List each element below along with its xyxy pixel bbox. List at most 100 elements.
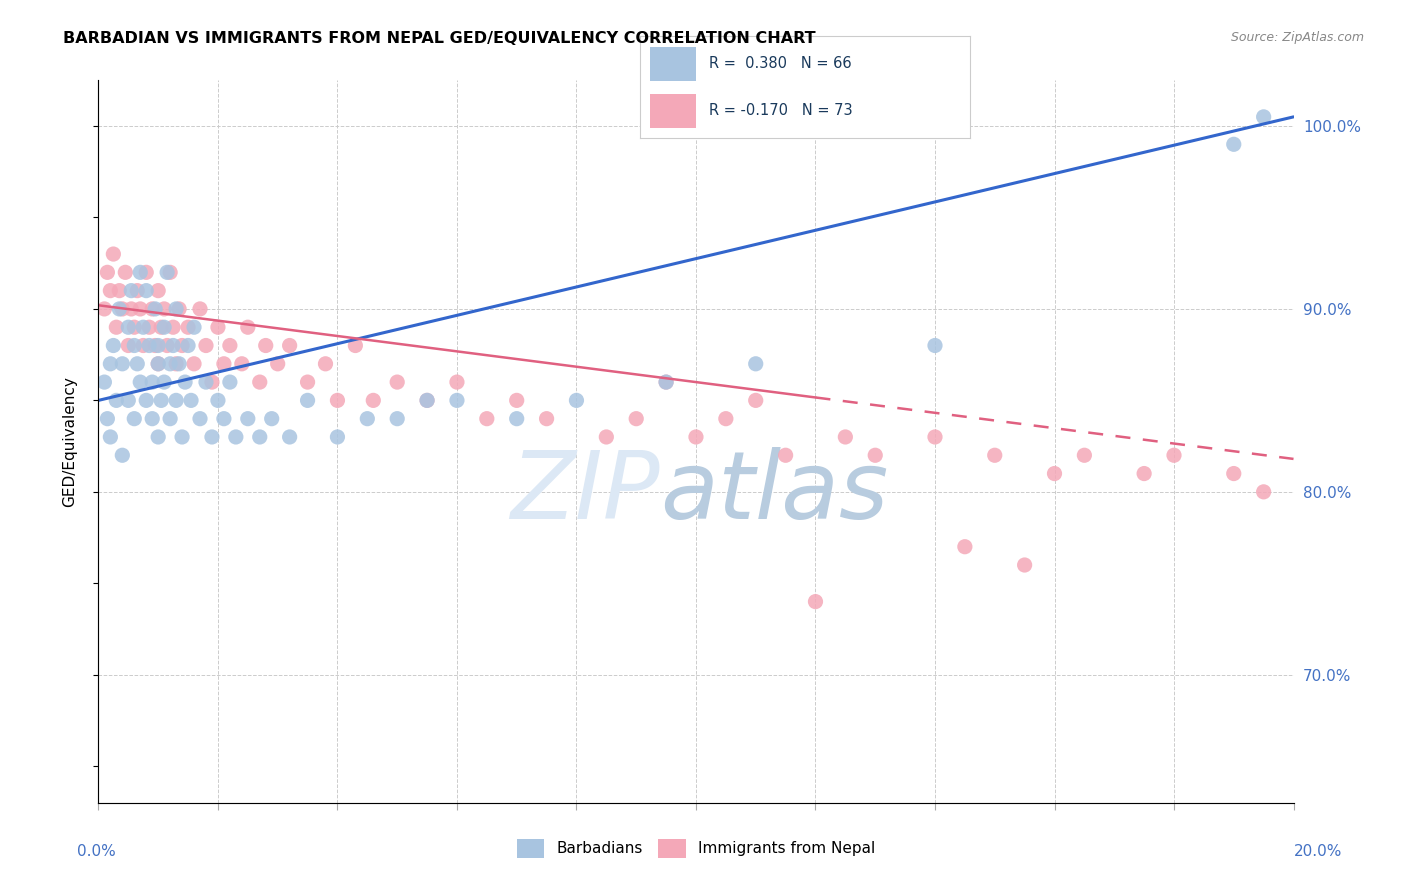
Text: 20.0%: 20.0% bbox=[1295, 845, 1343, 859]
Point bbox=[111, 448, 134, 462]
Point bbox=[143, 301, 166, 316]
Point bbox=[174, 375, 197, 389]
Point bbox=[167, 301, 190, 316]
Point bbox=[446, 375, 468, 389]
Point bbox=[416, 393, 439, 408]
Point bbox=[98, 430, 122, 444]
Text: R = -0.170   N = 73: R = -0.170 N = 73 bbox=[709, 103, 853, 118]
Point bbox=[153, 301, 176, 316]
Point bbox=[141, 375, 163, 389]
Point bbox=[236, 320, 259, 334]
Point bbox=[626, 411, 648, 425]
Point bbox=[188, 301, 211, 316]
Point bbox=[150, 320, 173, 334]
Point bbox=[120, 301, 142, 316]
Point bbox=[565, 393, 588, 408]
Point bbox=[135, 265, 157, 279]
Point bbox=[177, 320, 200, 334]
Point bbox=[475, 411, 498, 425]
Point bbox=[117, 338, 139, 352]
Point bbox=[219, 338, 242, 352]
Point bbox=[156, 265, 179, 279]
Point bbox=[165, 301, 187, 316]
Point bbox=[117, 320, 139, 334]
Point bbox=[117, 393, 139, 408]
Point bbox=[236, 411, 259, 425]
Point bbox=[655, 375, 678, 389]
Point bbox=[315, 357, 337, 371]
Point bbox=[159, 411, 181, 425]
Point bbox=[120, 284, 142, 298]
Point bbox=[162, 320, 184, 334]
Point bbox=[416, 393, 439, 408]
Point bbox=[93, 301, 115, 316]
Point bbox=[775, 448, 797, 462]
Point bbox=[804, 594, 827, 608]
Point bbox=[385, 411, 409, 425]
Point bbox=[177, 338, 200, 352]
Text: Source: ZipAtlas.com: Source: ZipAtlas.com bbox=[1230, 31, 1364, 45]
Point bbox=[278, 430, 301, 444]
Point bbox=[124, 320, 146, 334]
Point bbox=[326, 393, 349, 408]
Point bbox=[260, 411, 283, 425]
Point bbox=[356, 411, 378, 425]
Point bbox=[124, 338, 146, 352]
Legend: Barbadians, Immigrants from Nepal: Barbadians, Immigrants from Nepal bbox=[510, 833, 882, 863]
Point bbox=[148, 357, 170, 371]
Point bbox=[953, 540, 976, 554]
Point bbox=[165, 393, 187, 408]
Point bbox=[326, 430, 349, 444]
Point bbox=[105, 320, 128, 334]
Point bbox=[172, 430, 194, 444]
Point bbox=[1073, 448, 1095, 462]
Point bbox=[1043, 467, 1066, 481]
Point bbox=[159, 265, 181, 279]
Point bbox=[141, 301, 163, 316]
Point bbox=[195, 338, 218, 352]
Point bbox=[96, 411, 118, 425]
Point bbox=[219, 375, 242, 389]
Point bbox=[297, 375, 319, 389]
Point bbox=[212, 411, 235, 425]
Point bbox=[1223, 137, 1246, 152]
Point bbox=[231, 357, 253, 371]
Point bbox=[924, 430, 946, 444]
Point bbox=[1223, 467, 1246, 481]
Point bbox=[162, 338, 184, 352]
Point bbox=[506, 411, 529, 425]
Point bbox=[127, 284, 149, 298]
Point bbox=[108, 301, 131, 316]
Point bbox=[745, 357, 768, 371]
Point bbox=[141, 411, 163, 425]
Point bbox=[685, 430, 707, 444]
Point bbox=[212, 357, 235, 371]
Point bbox=[201, 375, 224, 389]
Point bbox=[180, 393, 202, 408]
Point bbox=[655, 375, 678, 389]
Point bbox=[135, 393, 157, 408]
Point bbox=[93, 375, 115, 389]
Point bbox=[865, 448, 887, 462]
Point bbox=[150, 393, 173, 408]
Text: atlas: atlas bbox=[661, 447, 889, 538]
Point bbox=[103, 338, 125, 352]
Point bbox=[103, 247, 125, 261]
Point bbox=[267, 357, 290, 371]
Point bbox=[111, 357, 134, 371]
Point bbox=[714, 411, 737, 425]
Bar bbox=[650, 95, 696, 128]
Point bbox=[135, 284, 157, 298]
Point bbox=[183, 320, 205, 334]
Point bbox=[138, 320, 160, 334]
Bar bbox=[650, 47, 696, 81]
Point bbox=[105, 393, 128, 408]
Point bbox=[143, 338, 166, 352]
Point bbox=[1014, 558, 1036, 572]
Point bbox=[156, 338, 179, 352]
Point bbox=[138, 338, 160, 352]
Point bbox=[153, 375, 176, 389]
Point bbox=[167, 357, 190, 371]
Point bbox=[446, 393, 468, 408]
Y-axis label: GED/Equivalency: GED/Equivalency bbox=[63, 376, 77, 507]
